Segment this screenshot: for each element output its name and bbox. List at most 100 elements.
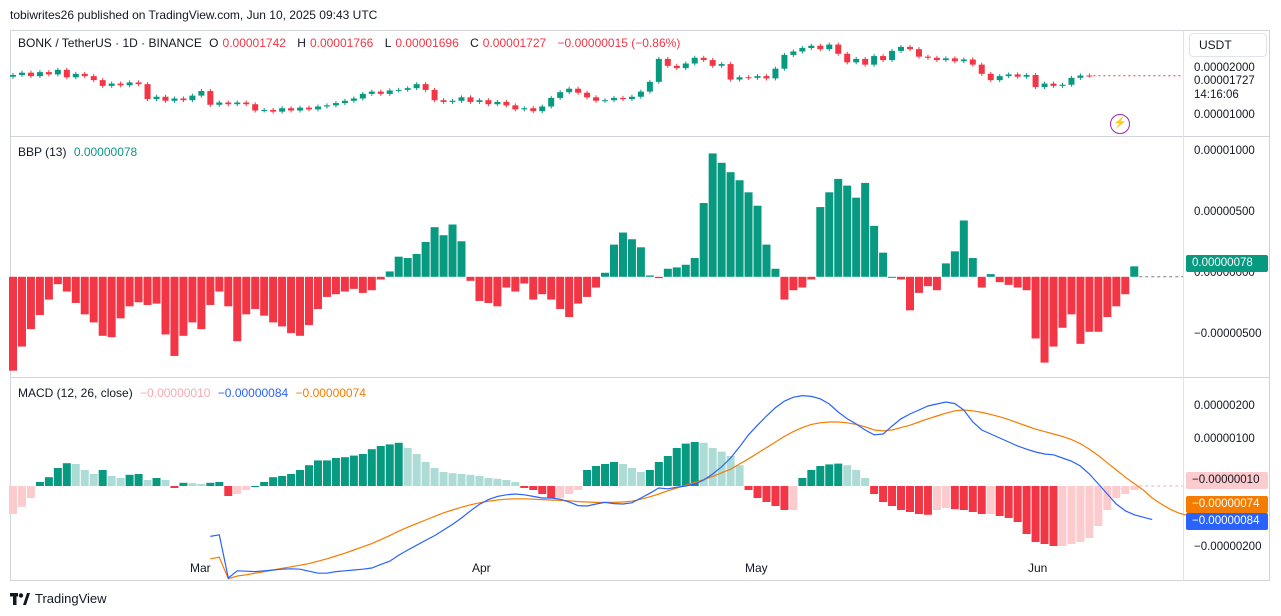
macd-hist-bar [331, 458, 340, 486]
symbol-title[interactable]: BONK / TetherUS · 1D · BINANCE [18, 36, 202, 50]
candle-body [871, 56, 878, 65]
bbp-bar [1076, 276, 1085, 344]
candle-body [709, 60, 716, 66]
candle-body [521, 108, 528, 110]
macd-hist-bar [888, 486, 897, 506]
bbp-bar [322, 276, 331, 297]
macd-hist-bar [475, 476, 484, 486]
x-label-apr: Apr [472, 561, 491, 575]
bbp-bar [44, 276, 53, 300]
bbp-legend: BBP (13) 0.00000078 [18, 145, 141, 159]
candle-body [288, 108, 295, 111]
macd-hist-bar [313, 460, 322, 486]
macd-hist-bar [242, 486, 251, 490]
candle-body [395, 89, 402, 91]
bbp-bar [376, 276, 385, 280]
macd-hist-bar [1067, 486, 1076, 544]
macd-hist-bar [843, 465, 852, 486]
bbp-bar [98, 276, 107, 336]
macd-hist-bar [690, 442, 699, 486]
pane-separator-1[interactable] [10, 136, 1270, 137]
bbp-bar [448, 224, 457, 277]
bbp-bar [780, 276, 789, 300]
bbp-bar [744, 192, 753, 277]
bbp-bar [1130, 266, 1139, 277]
candle-body [1005, 74, 1012, 77]
candle-body [36, 72, 43, 77]
macd-hist-bar [44, 477, 53, 486]
bbp-bar [816, 207, 825, 277]
candle-body [1014, 74, 1021, 77]
bbp-bar [502, 276, 511, 288]
macd-hist-bar [53, 468, 62, 486]
macd-hist-bar [906, 486, 914, 512]
bbp-bar [583, 276, 592, 297]
open-value: 0.00001742 [222, 36, 286, 50]
bbp-bar [430, 227, 439, 277]
candle-body [1086, 75, 1093, 77]
candle-body [341, 100, 348, 104]
macd-hist-bar [834, 463, 843, 486]
candle-body [126, 82, 133, 86]
bbp-bar [179, 276, 188, 336]
candle-body [655, 58, 662, 82]
candle-body [440, 100, 447, 102]
bbp-bar [1040, 276, 1049, 363]
bbp-bar [592, 276, 601, 288]
bbp-bar [636, 247, 645, 277]
candle-body [216, 102, 223, 105]
bbp-bar [609, 244, 618, 277]
macd-hist-bar [1112, 486, 1121, 498]
open-label: O [209, 36, 219, 50]
bbp-bar [412, 254, 421, 277]
macd-line-badge: −0.00000084 [1186, 513, 1268, 530]
macd-tick-1: 0.00000200 [1194, 400, 1255, 412]
macd-hist-bar [188, 483, 197, 486]
macd-title[interactable]: MACD (12, 26, close) [18, 386, 133, 400]
macd-hist-bar [825, 464, 834, 486]
candle-body [386, 90, 393, 94]
x-label-mar: Mar [190, 561, 211, 575]
bbp-bar [340, 276, 349, 292]
candle-body [99, 80, 106, 86]
macd-hist-bar [654, 462, 663, 486]
bbp-bar [708, 153, 717, 277]
bbp-bar [645, 275, 654, 277]
bbp-bar [358, 276, 367, 293]
bbp-title[interactable]: BBP (13) [18, 145, 67, 159]
macd-hist-bar [636, 472, 645, 486]
bbp-bar [439, 235, 448, 277]
bbp-bar [879, 252, 888, 277]
currency-selector[interactable]: USDT [1189, 33, 1267, 57]
pane-separator-2[interactable] [10, 377, 1270, 378]
macd-hist-bar [879, 486, 888, 502]
bbp-bar [762, 244, 771, 277]
lightning-icon[interactable]: ⚡ [1110, 114, 1130, 134]
candle-body [422, 84, 429, 90]
high-label: H [297, 36, 306, 50]
candle-body [180, 98, 187, 101]
candle-body [153, 96, 160, 100]
macd-hist-bar [1031, 486, 1040, 542]
macd-hist-bar [206, 482, 215, 486]
footer-brand[interactable]: TradingView [10, 591, 107, 606]
candle-body [1032, 74, 1039, 88]
candle-body [1041, 83, 1048, 88]
macd-hist-bar [735, 465, 744, 486]
macd-signal-line [210, 409, 1189, 580]
bbp-bar [367, 276, 376, 291]
candle-body [359, 93, 366, 99]
macd-hist-bar [484, 478, 493, 486]
candle-body [754, 76, 761, 78]
macd-hist-bar [493, 478, 502, 486]
candle-body [252, 104, 259, 111]
candle-body [960, 59, 967, 62]
candle-body [1059, 84, 1066, 86]
bbp-tick-4: −0.00000500 [1194, 328, 1262, 340]
macd-hist-bar [663, 456, 672, 486]
macd-hist-bar [1058, 486, 1067, 546]
macd-hist-bar [269, 477, 278, 486]
macd-hist-bar [1094, 486, 1103, 526]
bbp-bar [53, 276, 62, 285]
